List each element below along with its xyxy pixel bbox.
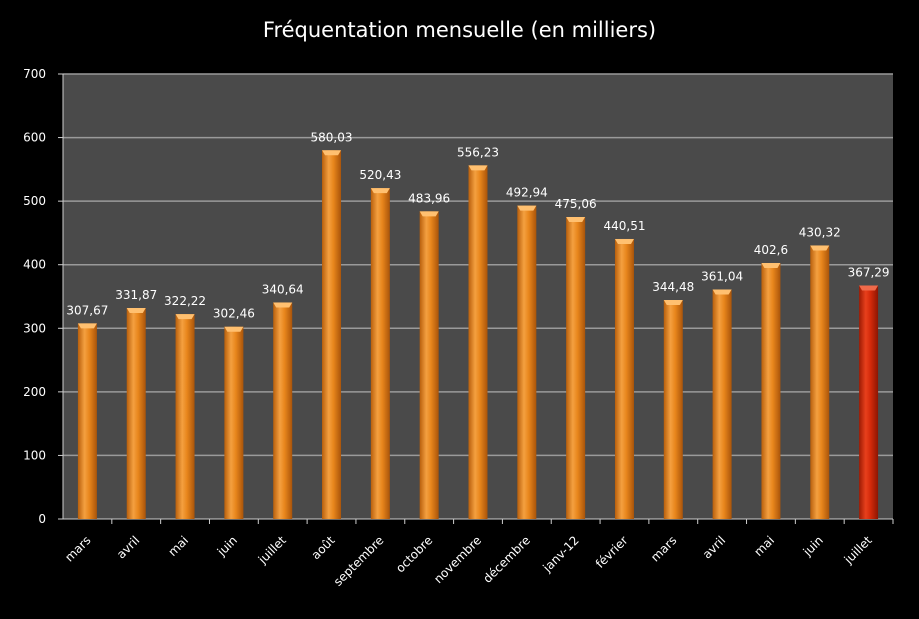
x-tick-label: mai bbox=[165, 533, 191, 559]
data-label: 331,87 bbox=[115, 288, 157, 302]
y-tick-label: 0 bbox=[38, 512, 46, 526]
data-label: 367,29 bbox=[848, 266, 890, 280]
y-tick-label: 500 bbox=[23, 194, 46, 208]
x-tick-label: août bbox=[309, 533, 338, 562]
bar-cap bbox=[419, 211, 439, 217]
y-tick-label: 700 bbox=[23, 67, 46, 81]
bar bbox=[566, 216, 586, 520]
x-tick-label: juin bbox=[800, 533, 826, 559]
bar-cap bbox=[175, 314, 195, 320]
data-label: 344,48 bbox=[652, 280, 694, 294]
y-tick-label: 200 bbox=[23, 385, 46, 399]
y-tick-label: 100 bbox=[23, 448, 46, 462]
data-label: 475,06 bbox=[555, 197, 597, 211]
bar bbox=[322, 150, 342, 519]
x-tick-label: mars bbox=[648, 533, 679, 564]
data-label: 307,67 bbox=[66, 303, 108, 317]
x-tick-label: novembre bbox=[431, 533, 484, 586]
x-tick-label: mai bbox=[751, 533, 777, 559]
data-label: 302,46 bbox=[213, 307, 255, 321]
data-label: 520,43 bbox=[359, 168, 401, 182]
bar-cap bbox=[224, 326, 244, 332]
bar-cap bbox=[810, 245, 830, 251]
x-tick-label: avril bbox=[700, 533, 728, 561]
bar bbox=[273, 302, 293, 519]
bar bbox=[614, 238, 634, 520]
x-tick-label: mars bbox=[62, 533, 93, 564]
data-label: 322,22 bbox=[164, 294, 206, 308]
x-tick-label: juin bbox=[214, 533, 240, 559]
x-tick-label: avril bbox=[114, 533, 142, 561]
data-label: 340,64 bbox=[262, 282, 304, 296]
bar-cap bbox=[468, 165, 488, 171]
bar-cap bbox=[322, 150, 342, 156]
x-tick-label: octobre bbox=[393, 533, 435, 575]
x-tick-label: juillet bbox=[841, 533, 875, 567]
bar bbox=[468, 165, 488, 519]
bar-cap bbox=[370, 188, 390, 194]
x-tick-label: juillet bbox=[255, 533, 289, 567]
bar bbox=[175, 314, 195, 519]
data-label: 361,04 bbox=[701, 269, 743, 283]
bar-cap bbox=[517, 205, 537, 211]
data-label: 492,94 bbox=[506, 186, 548, 200]
bar-cap bbox=[859, 285, 879, 291]
bar bbox=[224, 326, 244, 519]
x-tick-label: février bbox=[593, 533, 631, 571]
y-tick-label: 400 bbox=[23, 258, 46, 272]
bar bbox=[419, 211, 439, 519]
x-tick-label: septembre bbox=[331, 533, 387, 589]
bar bbox=[663, 300, 683, 519]
x-tick-label: janv-12 bbox=[540, 533, 582, 575]
bar bbox=[859, 285, 879, 519]
data-label: 430,32 bbox=[799, 225, 841, 239]
bar bbox=[126, 308, 146, 519]
bar-cap bbox=[761, 263, 781, 269]
bar bbox=[712, 289, 732, 519]
y-tick-label: 600 bbox=[23, 131, 46, 145]
bar bbox=[517, 205, 537, 520]
data-label: 556,23 bbox=[457, 145, 499, 159]
plot-area: 0 100 200 300 400 500 600 700 307,67 mars 331,87 av… bbox=[23, 67, 894, 589]
chart-title: Fréquentation mensuelle (en milliers) bbox=[262, 18, 657, 42]
bar-cap bbox=[614, 238, 634, 244]
data-label: 440,51 bbox=[603, 219, 645, 233]
data-label: 483,96 bbox=[408, 191, 450, 205]
bar-cap bbox=[566, 216, 586, 222]
y-tick-label: 300 bbox=[23, 321, 46, 335]
bar bbox=[810, 245, 830, 519]
bar-cap bbox=[77, 323, 97, 329]
bar-cap bbox=[712, 289, 732, 295]
data-label: 580,03 bbox=[311, 130, 353, 144]
bar-cap bbox=[273, 302, 293, 308]
x-tick-label: décembre bbox=[480, 533, 533, 586]
bar bbox=[370, 188, 390, 519]
bar bbox=[77, 323, 97, 519]
bar-cap bbox=[663, 300, 683, 306]
data-label: 402,6 bbox=[754, 243, 788, 257]
bar-cap bbox=[126, 308, 146, 314]
bar bbox=[761, 263, 781, 519]
